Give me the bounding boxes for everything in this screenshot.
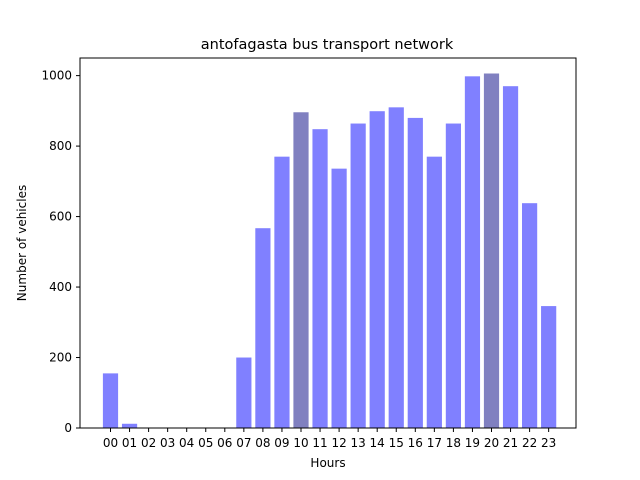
y-tick-label: 800: [49, 139, 72, 153]
bar-13: [350, 123, 366, 429]
y-tick-label: 200: [49, 351, 72, 365]
x-tick-label: 09: [274, 436, 289, 450]
x-tick-label: 20: [484, 436, 499, 450]
bar-07: [236, 357, 252, 428]
bar-21: [502, 86, 519, 428]
x-tick-label: 23: [541, 436, 556, 450]
x-tick-label: 10: [293, 436, 308, 450]
bar-18: [445, 123, 461, 429]
bar-20: [483, 73, 500, 428]
x-tick-label: 06: [217, 436, 232, 450]
x-tick-label: 03: [160, 436, 175, 450]
x-tick-label: 04: [179, 436, 194, 450]
bar-11: [312, 129, 328, 428]
x-tick-label: 13: [351, 436, 366, 450]
x-tick-label: 12: [331, 436, 346, 450]
bar-01: [121, 423, 138, 428]
bars-group: [102, 73, 557, 429]
x-tick-label: 01: [122, 436, 137, 450]
x-tick-label: 08: [255, 436, 270, 450]
x-tick-label: 07: [236, 436, 251, 450]
y-axis-label: Number of vehicles: [15, 185, 29, 301]
x-tick-label: 18: [446, 436, 461, 450]
bar-14: [369, 111, 385, 428]
bar-08: [255, 228, 271, 428]
y-tick-label: 400: [49, 280, 72, 294]
bar-00: [102, 373, 119, 428]
bar-09: [274, 156, 290, 428]
bar-16: [407, 117, 423, 429]
y-tick-label: 0: [64, 421, 72, 435]
bar-12: [331, 168, 347, 428]
bar-17: [426, 156, 442, 428]
x-tick-label: 16: [408, 436, 423, 450]
x-tick-label: 14: [370, 436, 385, 450]
bar-10: [293, 112, 309, 429]
x-tick-label: 17: [427, 436, 442, 450]
chart-title: antofagasta bus transport network: [201, 37, 454, 53]
x-tick-label: 00: [103, 436, 118, 450]
y-axis-ticks: 0 200 400 600 800 1000: [41, 69, 80, 435]
y-tick-label: 600: [49, 210, 72, 224]
y-tick-label: 1000: [41, 69, 72, 83]
x-tick-label: 22: [522, 436, 537, 450]
bar-19: [464, 76, 481, 429]
x-tick-label: 11: [312, 436, 327, 450]
x-tick-label: 21: [503, 436, 518, 450]
x-tick-label: 05: [198, 436, 213, 450]
x-axis-label: Hours: [310, 456, 345, 470]
bar-22: [522, 203, 538, 428]
x-tick-label: 19: [465, 436, 480, 450]
plot-frame: [79, 57, 577, 429]
bar-15: [388, 107, 404, 428]
x-tick-label: 15: [389, 436, 404, 450]
x-axis-ticks: 00 01 02 03 04 05 06 07 08 09 10 11 12 13 14 15 16 17 18 19…: [103, 428, 556, 450]
x-tick-label: 02: [141, 436, 156, 450]
bar-23: [541, 306, 557, 428]
